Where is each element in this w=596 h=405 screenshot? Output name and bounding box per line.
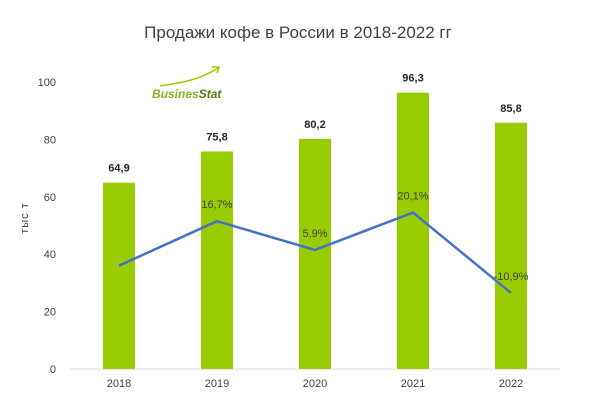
growth-label: 5,9%: [302, 228, 327, 240]
x-tick-label: 2020: [303, 378, 327, 390]
logo-arrow-icon: [212, 66, 221, 74]
growth-line: [118, 211, 512, 294]
growth-label: -10,9%: [494, 271, 529, 283]
x-tick-label: 2021: [401, 378, 425, 390]
bar: [299, 138, 331, 369]
y-tick-label: 80: [44, 134, 56, 146]
bar-value-label: 75,8: [206, 131, 227, 143]
logo-swoosh-icon: [159, 67, 219, 87]
growth-labels: 16,7% 5,9% 20,1% -10,9%: [201, 191, 528, 283]
bar-value-label: 96,3: [402, 73, 423, 85]
bar-value-label: 80,2: [304, 119, 325, 131]
y-tick-label: 20: [44, 307, 56, 319]
growth-label: 16,7%: [201, 199, 232, 211]
y-tick-label: 40: [44, 249, 56, 261]
bar: [397, 92, 429, 369]
bar: [201, 151, 233, 369]
y-ticks: 0 20 40 60 80 100: [38, 77, 56, 376]
bar: [103, 182, 135, 369]
growth-label: 20,1%: [397, 191, 428, 203]
y-tick-label: 0: [50, 364, 56, 376]
bar-value-labels: 64,9 75,8 80,2 96,3 85,8: [108, 73, 521, 175]
bars: [103, 92, 527, 369]
x-ticks: 2018 2019 2020 2021 2022: [107, 378, 523, 390]
x-tick-label: 2018: [107, 378, 131, 390]
chart-title: Продажи кофе в России в 2018-2022 гг: [144, 23, 452, 42]
y-tick-label: 60: [44, 192, 56, 204]
x-tick-label: 2019: [205, 378, 229, 390]
bar-value-label: 64,9: [108, 163, 129, 175]
bar: [495, 122, 527, 369]
svg-text:BusinesStat: BusinesStat: [152, 87, 222, 101]
x-tick-label: 2022: [499, 378, 523, 390]
y-axis-label: тыс т: [19, 202, 31, 234]
y-tick-label: 100: [38, 77, 56, 89]
businesstat-logo: BusinesStat: [152, 66, 222, 101]
bar-value-label: 85,8: [500, 103, 521, 115]
